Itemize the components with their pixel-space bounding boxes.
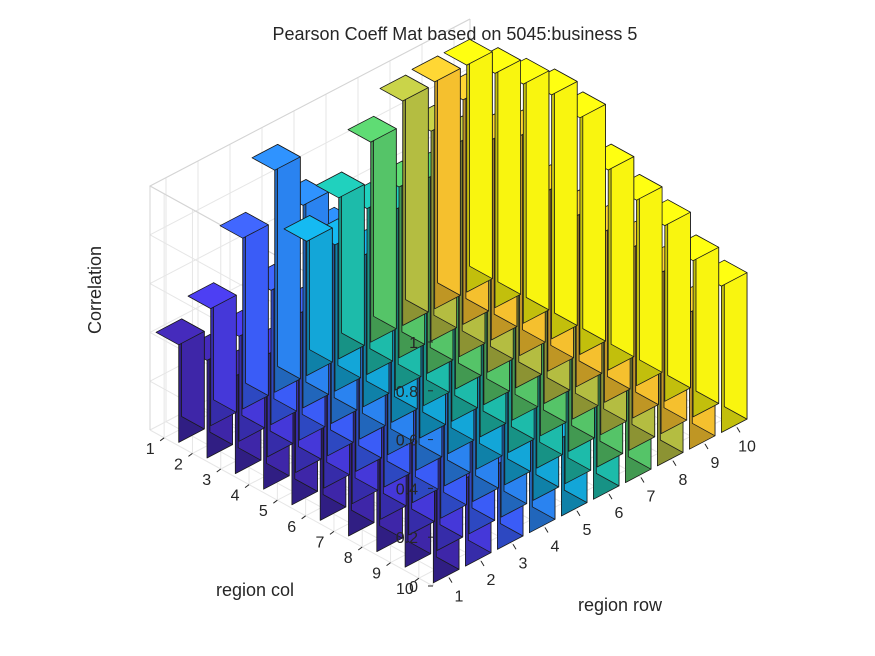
z-tick-label: 1 [409, 335, 418, 352]
bar-side-face [554, 68, 578, 326]
bar [556, 91, 606, 355]
bar-side-face [723, 259, 748, 420]
y-tick-mark [188, 452, 193, 457]
y-tick-mark [159, 437, 165, 442]
bar-side-face [695, 234, 720, 404]
x-tick-mark [448, 577, 453, 583]
bar [219, 211, 269, 410]
x-tick-label: 10 [738, 438, 756, 455]
x-tick-label: 8 [679, 472, 688, 489]
bar [251, 143, 301, 393]
bar-side-face [667, 199, 691, 389]
x-tick-label: 1 [455, 589, 464, 606]
bars [155, 38, 748, 584]
bar [585, 143, 635, 371]
bar-top-face [411, 55, 461, 83]
bar [613, 173, 663, 387]
bar-top-face [443, 38, 493, 66]
chart-title: Pearson Coeff Mat based on 5045:business… [273, 24, 638, 44]
z-tick-label: 0.4 [396, 481, 418, 498]
bar [347, 115, 397, 343]
bar-side-face [610, 143, 635, 358]
bar [155, 318, 205, 443]
x-tick-mark [640, 477, 645, 483]
bar-side-face [341, 171, 365, 346]
y-tick-label: 7 [315, 534, 324, 551]
bar-top-face [315, 171, 365, 199]
x-tick-mark [736, 427, 741, 433]
x-tick-label: 9 [711, 455, 720, 472]
y-tick-label: 5 [259, 503, 268, 520]
bar [283, 215, 333, 377]
x-tick-label: 5 [583, 522, 592, 539]
bar-top-face [379, 74, 429, 102]
bar-side-face [469, 38, 493, 280]
y-tick-label: 4 [231, 488, 240, 505]
x-tick-label: 3 [519, 555, 528, 572]
x-tick-mark [672, 460, 677, 467]
x-tick-label: 2 [487, 572, 496, 589]
z-tick-label: 0.2 [396, 530, 418, 547]
y-tick-label: 3 [202, 472, 211, 489]
bar [187, 282, 237, 427]
x-tick-mark [608, 493, 613, 500]
bar [641, 199, 691, 402]
x-tick-mark [544, 527, 549, 533]
x-tick-label: 6 [615, 505, 624, 522]
bar [379, 74, 429, 326]
bar-top-face [155, 318, 205, 346]
y-tick-label: 8 [344, 550, 353, 567]
bar [698, 259, 748, 433]
y-tick-mark [386, 562, 391, 566]
z-tick-label: 0 [409, 579, 418, 596]
bar-side-face [245, 211, 269, 397]
bar [500, 57, 550, 324]
x-tick-mark [576, 510, 581, 517]
bar-top-face [219, 211, 269, 239]
y-tick-label: 1 [146, 441, 155, 458]
bar-side-face [373, 115, 397, 330]
y-tick-mark [244, 484, 250, 489]
bar [315, 171, 365, 360]
y-tick-label: 9 [372, 566, 381, 583]
x-tick-mark [704, 443, 709, 450]
bar-top-face [251, 143, 301, 171]
x-tick-mark [480, 560, 485, 567]
x-axis-label: region row [578, 595, 663, 615]
bar-side-face [277, 143, 301, 380]
x-tick-mark [512, 543, 517, 550]
y-tick-mark [414, 577, 420, 582]
x-tick-label: 4 [551, 539, 560, 556]
y-tick-label: 2 [174, 456, 183, 473]
bar-side-face [437, 55, 461, 296]
y-tick-mark [216, 468, 222, 473]
bar [443, 38, 493, 293]
z-tick-label: 0.6 [396, 433, 418, 450]
z-tick-label: 0.8 [396, 384, 418, 401]
bar [411, 55, 461, 310]
left-wall-grid-line [149, 429, 434, 587]
y-tick-mark [273, 499, 278, 504]
bar-top-face [347, 115, 397, 143]
bar-side-face [497, 47, 521, 295]
bar-top-face [187, 282, 237, 310]
bar-side-face [582, 91, 606, 342]
bar [471, 47, 521, 309]
bar-side-face [639, 173, 663, 373]
y-tick-label: 6 [287, 519, 296, 536]
bar [670, 234, 720, 418]
bar-side-face [525, 57, 550, 311]
y-tick-mark [357, 546, 363, 551]
y-tick-mark [329, 531, 335, 535]
bar-side-face [405, 74, 429, 313]
y-tick-mark [301, 515, 306, 520]
y-axis-label: region col [216, 580, 294, 600]
x-tick-label: 7 [647, 488, 656, 505]
y-tick-label: 10 [396, 581, 414, 598]
z-axis-label: Correlation [85, 246, 105, 334]
bar-top-face [283, 215, 333, 242]
